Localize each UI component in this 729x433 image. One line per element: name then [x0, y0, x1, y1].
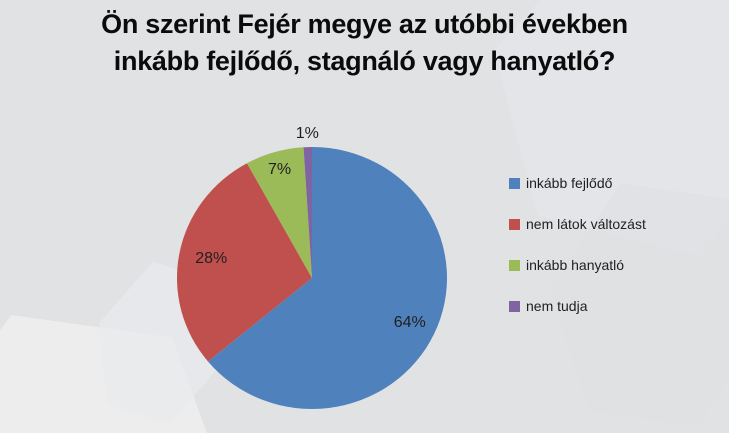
- legend-label: nem látok változást: [526, 216, 646, 232]
- pie-slice-2: [246, 147, 312, 278]
- pie-data-label-3: 1%: [295, 124, 319, 142]
- chart-title-line1: Ön szerint Fejér megye az utóbbi években: [101, 9, 628, 39]
- pie-slice-3: [303, 147, 312, 278]
- pie-data-label-0: 64%: [393, 313, 426, 331]
- legend-item-nem-tudja: nem tudja: [509, 299, 646, 313]
- chart-title-line2: inkább fejlődő, stagnáló vagy hanyatló?: [113, 46, 616, 76]
- legend-item-inkabb-fejlodo: inkább fejlődő: [509, 176, 646, 190]
- legend-swatch-blue-icon: [509, 177, 520, 189]
- legend-swatch-red-icon: [509, 218, 520, 230]
- legend-label: inkább hanyatló: [526, 257, 625, 273]
- chart-title: Ön szerint Fejér megye az utóbbi években…: [0, 6, 729, 80]
- legend-swatch-purple-icon: [509, 300, 520, 312]
- pie-slice-0: [207, 147, 448, 410]
- legend-swatch-green-icon: [509, 259, 520, 271]
- legend: inkább fejlődő nem látok változást inkáb…: [509, 176, 646, 340]
- legend-label: nem tudja: [526, 298, 588, 314]
- legend-item-nem-latok-valtozast: nem látok változást: [509, 217, 646, 231]
- legend-label: inkább fejlődő: [526, 175, 613, 191]
- pie-slice-1: [176, 163, 312, 362]
- pie-data-label-2: 7%: [268, 160, 292, 178]
- pie-data-label-1: 28%: [195, 250, 228, 268]
- legend-item-inkabb-hanyatlo: inkább hanyatló: [509, 258, 646, 272]
